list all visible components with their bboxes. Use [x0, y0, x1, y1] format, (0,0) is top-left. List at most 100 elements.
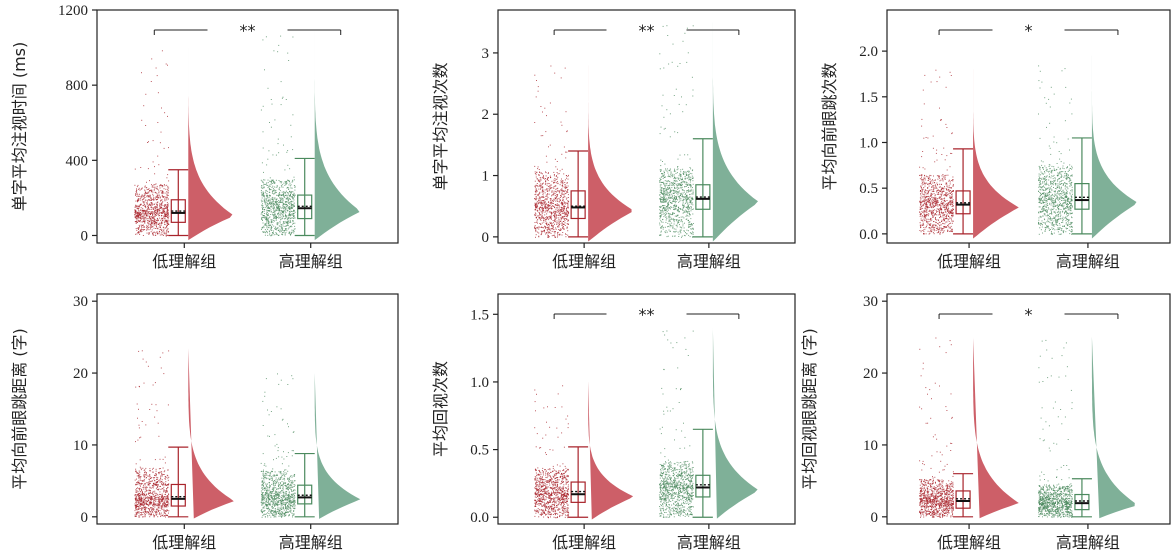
data-point [689, 208, 691, 210]
data-point [690, 199, 692, 201]
data-point [933, 175, 934, 177]
data-point [551, 180, 553, 182]
data-point [159, 229, 161, 230]
data-point [667, 192, 669, 194]
data-point [261, 218, 263, 220]
data-point [163, 221, 165, 223]
data-point [664, 194, 666, 196]
data-point [264, 207, 266, 209]
data-point [682, 202, 684, 204]
data-point [928, 223, 930, 225]
data-point [692, 224, 693, 226]
data-point [276, 233, 278, 235]
data-point [289, 226, 291, 228]
data-point [948, 212, 949, 214]
data-point [149, 216, 151, 218]
data-point [1060, 180, 1062, 182]
data-point [941, 178, 943, 179]
data-point [682, 184, 683, 186]
data-point [941, 220, 943, 222]
data-point [164, 200, 166, 202]
data-point [263, 215, 264, 216]
data-point [923, 198, 925, 200]
data-point [943, 200, 945, 202]
data-point [136, 189, 138, 191]
data-point [952, 176, 954, 178]
data-point [147, 208, 149, 210]
data-point [140, 231, 142, 233]
data-point [920, 187, 922, 189]
data-point [537, 203, 539, 205]
data-point [666, 25, 668, 27]
data-point [566, 197, 568, 199]
data-point [273, 204, 275, 206]
data-point [674, 169, 676, 171]
data-point [564, 196, 566, 198]
data-point [1058, 205, 1060, 206]
data-point [933, 209, 935, 211]
data-point [1041, 187, 1043, 189]
data-point [685, 215, 687, 217]
data-point [149, 212, 150, 214]
data-point [1057, 179, 1058, 181]
data-point [147, 228, 149, 230]
data-point [1060, 214, 1062, 216]
data-point [938, 231, 940, 233]
data-point [674, 235, 676, 237]
data-point [922, 223, 924, 225]
data-point [922, 194, 924, 196]
data-point [535, 203, 537, 205]
data-point [929, 228, 931, 230]
data-point [662, 221, 664, 223]
data-point [286, 204, 287, 206]
data-point [564, 182, 566, 183]
data-point [261, 206, 263, 208]
data-point [548, 217, 550, 219]
data-point [263, 183, 265, 185]
data-point [950, 210, 952, 212]
data-point [680, 171, 682, 173]
data-point [551, 201, 552, 203]
data-point [141, 218, 142, 220]
data-point [921, 118, 923, 120]
data-point [943, 231, 944, 233]
data-point [550, 222, 552, 224]
data-point [275, 198, 277, 200]
data-point [273, 183, 275, 184]
data-point [550, 212, 552, 214]
data-point [1039, 181, 1041, 183]
data-point [667, 202, 669, 204]
data-point [1047, 193, 1049, 195]
data-point [167, 220, 169, 222]
data-point [925, 190, 927, 192]
data-point [270, 201, 272, 203]
data-point [1042, 210, 1044, 212]
data-point [687, 196, 689, 198]
data-point [672, 227, 674, 229]
data-point [663, 196, 665, 198]
data-point [272, 214, 274, 216]
data-point [268, 224, 270, 226]
data-point [942, 229, 944, 231]
data-point [555, 219, 556, 221]
data-point [290, 201, 291, 203]
data-point [164, 218, 166, 220]
data-point [691, 199, 693, 201]
data-point [687, 212, 689, 214]
data-point [268, 191, 270, 193]
data-point [165, 196, 167, 198]
axes-frame [497, 9, 796, 244]
data-point [279, 193, 281, 195]
data-point [548, 146, 549, 148]
data-point [682, 225, 684, 227]
data-point [150, 197, 152, 199]
data-point [939, 180, 941, 182]
data-point [566, 213, 568, 215]
data-point [930, 180, 932, 182]
data-point [934, 201, 936, 202]
data-point [283, 207, 285, 209]
data-point [292, 221, 294, 223]
data-point [152, 211, 154, 213]
data-point [663, 198, 664, 200]
data-point [548, 236, 549, 238]
